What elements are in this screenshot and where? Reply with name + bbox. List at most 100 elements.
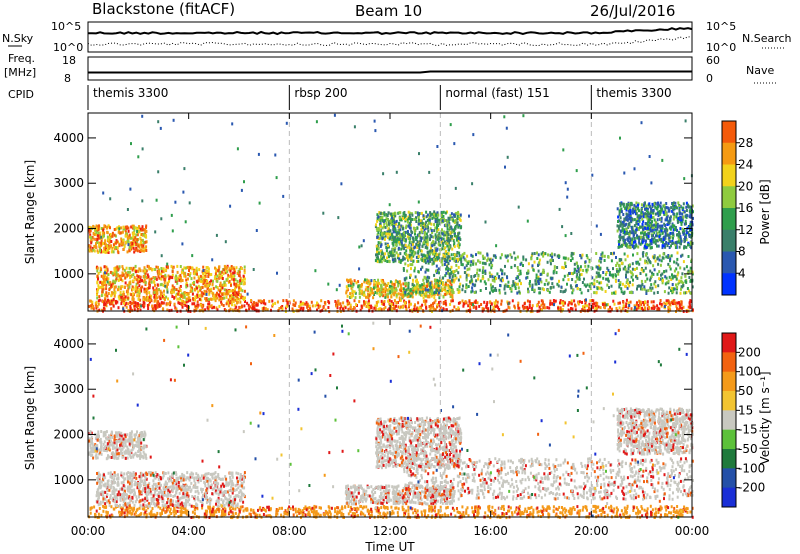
echo-point (576, 277, 579, 281)
echo-point (625, 273, 627, 277)
echo-point (675, 243, 678, 246)
echo-point (660, 302, 663, 306)
echo-point (100, 274, 103, 278)
echo-point (180, 294, 183, 298)
echo-point (347, 280, 350, 284)
echo-point (437, 242, 440, 246)
echo-point (599, 306, 602, 310)
echo-point (404, 243, 407, 247)
echo-point (88, 304, 91, 308)
echo-point (389, 290, 392, 294)
echo-point (584, 302, 587, 306)
echo-point (227, 298, 230, 302)
echo-point (105, 283, 108, 287)
echo-point (409, 233, 412, 237)
echo-point (191, 281, 194, 285)
echo-point (386, 284, 388, 287)
echo-point (688, 301, 691, 305)
echo-point (390, 222, 393, 226)
echo-point (113, 233, 116, 237)
echo-point (150, 294, 153, 298)
echo-point (490, 266, 493, 270)
echo-point (447, 262, 450, 265)
echo-point (633, 210, 636, 214)
echo-point (124, 276, 127, 280)
echo-point (376, 291, 379, 295)
echo-point (349, 284, 352, 288)
echo-point (449, 231, 452, 235)
echo-point (179, 273, 182, 277)
echo-point (527, 269, 530, 273)
echo-point (661, 277, 664, 281)
echo-point (358, 295, 361, 299)
echo-point (142, 301, 145, 304)
echo-point (499, 284, 502, 287)
echo-point (132, 246, 135, 250)
echo-point (596, 280, 599, 283)
echo-point (602, 302, 604, 306)
echo-point (129, 276, 132, 280)
echo-point (405, 252, 408, 256)
echo-point (425, 236, 428, 240)
echo-point (129, 300, 132, 304)
echo-point (436, 247, 439, 251)
echo-point (350, 295, 353, 299)
echo-point (120, 298, 123, 302)
echo-point (552, 299, 555, 302)
echo-point (112, 250, 115, 254)
echo-point (111, 231, 114, 235)
echo-point (229, 296, 232, 300)
echo-point (146, 304, 149, 307)
echo-point (382, 236, 385, 240)
echo-point (678, 204, 681, 208)
echo-point (670, 289, 672, 292)
echo-point (237, 273, 240, 277)
echo-point (96, 274, 99, 278)
echo-point (573, 262, 576, 266)
echo-point (194, 298, 196, 302)
echo-point (439, 237, 442, 241)
echo-point (665, 299, 668, 303)
echo-point (202, 271, 205, 275)
echo-point (629, 245, 632, 249)
echo-point (394, 229, 397, 232)
echo-point (449, 295, 452, 298)
echo-point (507, 284, 510, 288)
echo-point (530, 306, 533, 310)
echo-point (320, 299, 323, 303)
echo-point (384, 234, 387, 238)
echo-point (484, 269, 487, 273)
echo-point (436, 268, 439, 272)
echo-point (519, 272, 522, 276)
echo-point (425, 305, 428, 309)
echo-point (148, 265, 150, 269)
echo-point (187, 273, 190, 276)
echo-point (635, 209, 638, 213)
echo-point (238, 270, 241, 274)
echo-point (625, 270, 628, 274)
echo-point (627, 306, 630, 310)
echo-point (401, 305, 404, 309)
echo-point (642, 212, 645, 216)
echo-point (630, 217, 633, 221)
echo-point (465, 273, 468, 277)
echo-point (689, 269, 692, 273)
echo-point (171, 288, 174, 292)
echo-point (408, 305, 410, 309)
echo-point (527, 290, 530, 294)
echo-point (412, 249, 415, 253)
echo-point (398, 240, 400, 244)
echo-point (513, 304, 516, 308)
echo-point (99, 231, 102, 235)
echo-point (163, 289, 165, 293)
echo-point (141, 244, 144, 248)
echo-point (657, 308, 660, 312)
echo-point (441, 228, 443, 232)
echo-point (104, 239, 107, 243)
echo-point (418, 292, 421, 296)
echo-point (88, 235, 91, 239)
echo-point (420, 257, 423, 261)
echo-point (636, 215, 639, 219)
echo-point (594, 305, 597, 308)
echo-point (171, 273, 174, 277)
